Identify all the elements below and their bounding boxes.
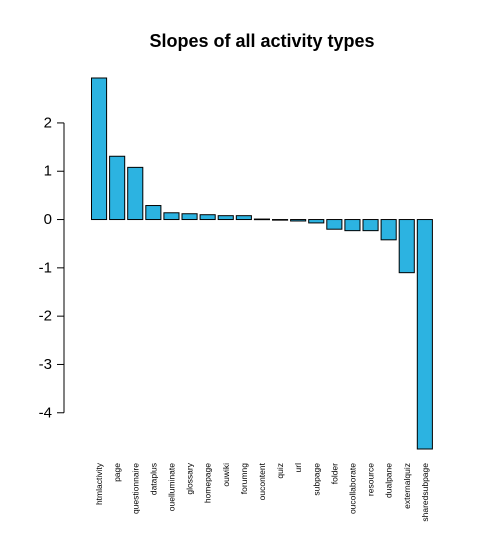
bar-resource	[362, 219, 379, 232]
bar-oucollaborate	[344, 219, 361, 232]
x-tick-label: htmlactivity	[94, 462, 104, 505]
x-tick-label: homepage	[203, 463, 213, 503]
y-tick-label: 2	[44, 114, 52, 131]
x-tick-label: externalquiz	[402, 463, 412, 509]
bar-forumng	[235, 215, 252, 221]
bar-externalquiz	[398, 219, 415, 274]
x-tick-label: folder	[329, 463, 339, 484]
x-tick-label: sharedsubpage	[420, 463, 430, 522]
x-tick-label: ouwiki	[221, 463, 231, 487]
y-axis: -4 -3 -2 -1 0 1 2	[39, 114, 65, 421]
chart-title: Slopes of all activity types	[149, 31, 374, 51]
x-tick-label: questionnaire	[130, 463, 140, 514]
x-tick-label: dualpane	[384, 463, 394, 498]
y-tick-label: -4	[39, 404, 52, 421]
x-tick-label: quiz	[275, 463, 285, 479]
x-tick-label: page	[112, 463, 122, 482]
bar-quiz	[272, 219, 289, 221]
x-tick-label: oucollaborate	[347, 463, 357, 514]
bar-dataplus	[145, 205, 162, 221]
x-tick-label: oucontent	[257, 462, 267, 500]
bar-glossary	[181, 213, 198, 221]
x-tick-label: subpage	[311, 463, 321, 496]
bar-ouelluminate	[163, 212, 180, 221]
x-tick-label: forumng	[239, 463, 249, 494]
bar-folder	[326, 219, 343, 230]
x-tick-label: url	[293, 463, 303, 473]
y-tick-label: 1	[44, 163, 52, 180]
x-tick-labels: htmlactivity page questionnaire dataplus oue…	[94, 462, 430, 521]
bar-subpage	[308, 219, 325, 224]
bar-oucontent	[253, 218, 270, 221]
x-tick-label: resource	[366, 463, 376, 496]
bar-htmlactivity	[91, 77, 108, 221]
y-tick-label: -2	[39, 308, 52, 325]
bar-page	[109, 155, 126, 221]
x-tick-label: dataplus	[148, 463, 158, 495]
y-tick-label: -1	[39, 259, 52, 276]
bars	[91, 77, 433, 450]
bar-dualpane	[380, 219, 397, 241]
bar-sharedsubpage	[416, 219, 433, 450]
bar-url	[290, 219, 307, 222]
bar-questionnaire	[127, 166, 144, 221]
bar-ouwiki	[217, 215, 234, 221]
x-tick-label: glossary	[185, 462, 195, 494]
x-tick-label: ouelluminate	[166, 463, 176, 511]
y-tick-label: -3	[39, 356, 52, 373]
y-tick-label: 0	[44, 211, 52, 228]
bar-homepage	[199, 214, 216, 221]
